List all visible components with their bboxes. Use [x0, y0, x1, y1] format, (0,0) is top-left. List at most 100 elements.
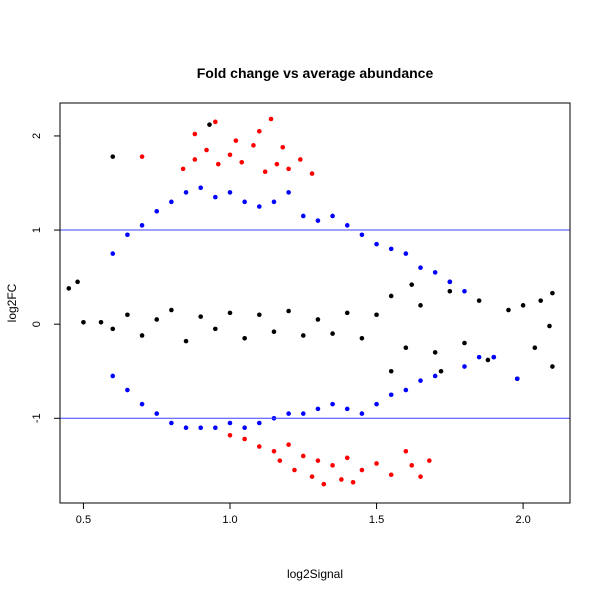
data-point: [330, 331, 335, 336]
data-point: [432, 373, 438, 379]
data-point: [257, 128, 262, 134]
data-point: [388, 392, 394, 398]
data-point: [418, 474, 423, 479]
data-point: [292, 467, 297, 473]
data-point: [257, 312, 262, 318]
data-point: [227, 190, 233, 195]
data-point: [110, 373, 116, 379]
y-tick-label: 1: [31, 227, 43, 233]
data-point: [183, 338, 189, 344]
y-axis-label: log2FC: [5, 283, 19, 322]
data-point: [183, 425, 189, 431]
data-point: [344, 223, 350, 228]
data-point: [300, 333, 306, 338]
data-point: [169, 420, 174, 426]
y-tick-label: 2: [31, 133, 43, 139]
data-point: [139, 154, 145, 159]
data-point: [271, 448, 277, 454]
x-tick-label: 0.5: [76, 514, 91, 526]
data-point: [233, 138, 239, 143]
data-point: [207, 122, 212, 127]
data-point: [330, 463, 335, 468]
y-tick-label: -1: [31, 413, 43, 423]
data-point: [204, 147, 209, 153]
data-point: [192, 131, 198, 137]
data-point: [154, 317, 160, 322]
data-point: [409, 282, 415, 287]
data-point: [66, 286, 72, 291]
data-point: [274, 161, 280, 167]
data-point: [169, 307, 174, 313]
data-point: [447, 279, 453, 285]
data-point: [198, 425, 203, 431]
data-point: [242, 436, 247, 442]
data-point: [315, 406, 321, 412]
data-point: [409, 463, 415, 468]
data-point: [286, 411, 291, 416]
data-point: [242, 335, 247, 341]
data-point: [403, 345, 409, 351]
data-point: [462, 288, 467, 294]
data-point: [286, 166, 291, 172]
data-point: [418, 303, 423, 308]
data-point: [359, 335, 365, 341]
data-point: [374, 461, 379, 466]
data-point: [418, 378, 423, 383]
data-point: [280, 144, 286, 150]
data-point: [75, 279, 80, 285]
data-point: [271, 329, 277, 335]
data-point: [183, 190, 189, 195]
data-point: [213, 326, 218, 332]
data-point: [547, 323, 552, 329]
data-point: [227, 310, 233, 316]
data-point: [374, 312, 379, 318]
data-point: [257, 204, 262, 209]
chart-title: Fold change vs average abundance: [197, 65, 434, 81]
data-point: [350, 479, 356, 485]
data-point: [125, 312, 130, 318]
data-point: [125, 387, 130, 393]
data-point: [257, 420, 262, 426]
data-point: [315, 317, 321, 322]
data-point: [462, 364, 467, 369]
data-point: [298, 157, 303, 162]
data-point: [344, 455, 350, 461]
data-point: [359, 411, 365, 416]
data-point: [491, 354, 497, 360]
data-point: [110, 154, 116, 159]
data-point: [476, 298, 482, 303]
data-points: [66, 116, 555, 487]
data-point: [251, 143, 256, 148]
threshold-lines: [60, 229, 570, 419]
x-tick-label: 1.5: [369, 514, 384, 526]
data-point: [81, 319, 86, 325]
data-point: [110, 326, 116, 332]
data-point: [447, 288, 453, 294]
data-point: [520, 303, 526, 308]
data-point: [315, 218, 321, 223]
data-point: [215, 161, 221, 167]
data-point: [330, 213, 335, 219]
data-point: [462, 340, 467, 346]
data-point: [514, 376, 520, 382]
data-point: [262, 169, 268, 175]
data-point: [242, 199, 247, 205]
data-point: [403, 387, 409, 393]
data-point: [213, 425, 218, 431]
data-point: [309, 474, 315, 479]
data-point: [388, 246, 394, 252]
data-point: [286, 442, 291, 447]
data-point: [198, 185, 203, 191]
data-point: [300, 213, 306, 219]
data-point: [213, 119, 218, 125]
data-point: [286, 308, 291, 314]
data-point: [427, 458, 432, 463]
data-point: [344, 406, 350, 412]
data-point: [198, 314, 203, 319]
data-point: [309, 171, 315, 176]
data-point: [538, 298, 543, 303]
data-point: [438, 368, 444, 374]
data-point: [125, 232, 130, 238]
data-point: [139, 223, 145, 228]
